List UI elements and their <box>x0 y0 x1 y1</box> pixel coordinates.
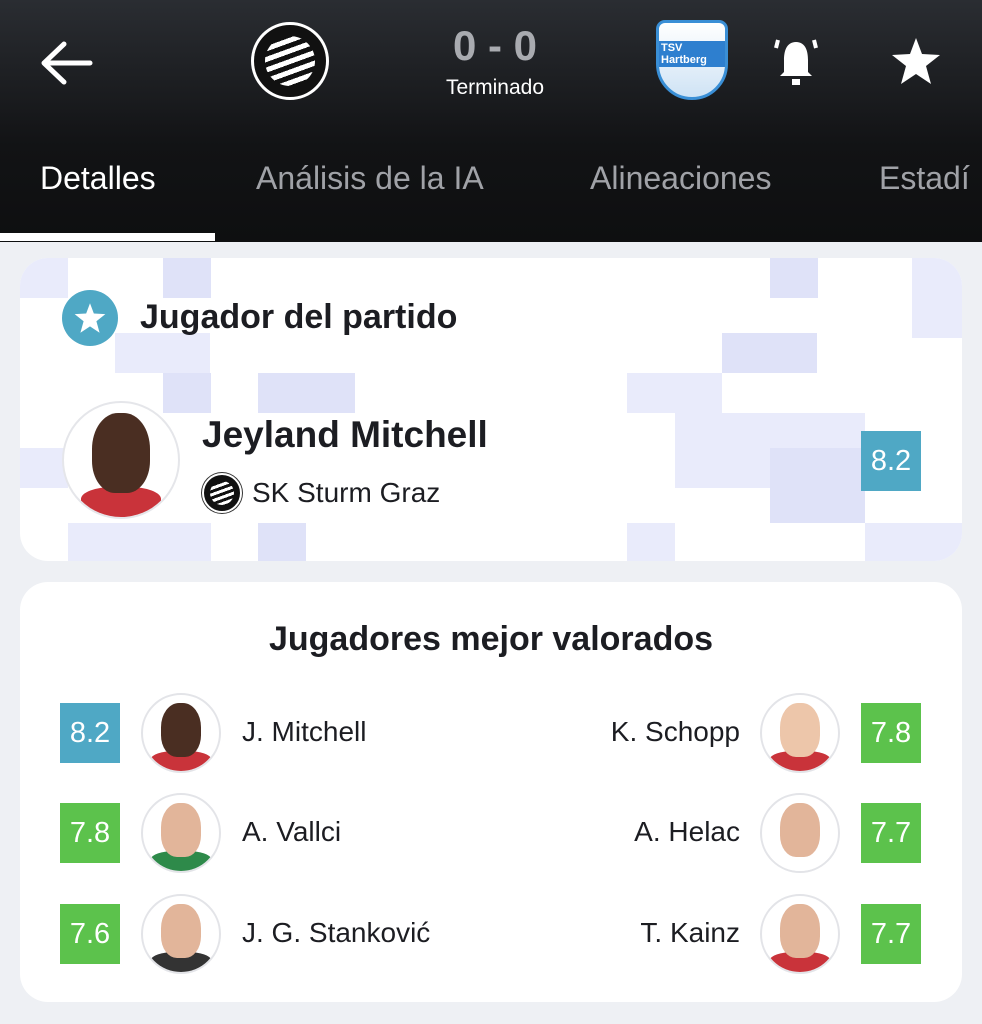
star-badge-icon <box>62 290 118 346</box>
player-avatar <box>62 401 180 519</box>
tab-alineaciones[interactable]: Alineaciones <box>590 160 772 196</box>
player-of-match-card[interactable]: Jugador del partido Jeyland Mitchell SK … <box>20 258 962 561</box>
bell-ringing-icon[interactable] <box>770 34 822 88</box>
player-avatar <box>141 793 221 873</box>
team-crest-icon <box>202 473 242 513</box>
rating-badge: 8.2 <box>861 431 921 491</box>
star-icon[interactable] <box>890 36 942 86</box>
player-name[interactable]: A. Vallci <box>242 816 342 847</box>
player-avatar <box>760 793 840 873</box>
top-rated-card: Jugadores mejor valorados 8.2 J. Mitchell… <box>20 582 962 1002</box>
rating-badge: 7.7 <box>861 803 921 863</box>
player-name[interactable]: K. Schopp <box>610 716 740 747</box>
score: 0 - 0 <box>452 22 538 69</box>
player-name[interactable]: Jeyland Mitchell <box>202 414 488 455</box>
player-name[interactable]: T. Kainz <box>640 917 740 948</box>
rating-badge: 7.8 <box>60 803 120 863</box>
tab-detalles[interactable]: Detalles <box>40 160 156 196</box>
away-team-crest[interactable]: TSV Hartberg <box>656 20 728 100</box>
active-tab-indicator <box>0 233 215 241</box>
player-avatar <box>141 894 221 974</box>
arrow-left-icon[interactable] <box>38 38 94 88</box>
section-title: Jugadores mejor valorados <box>268 620 714 658</box>
player-name[interactable]: A. Helac <box>634 816 740 847</box>
player-avatar <box>760 693 840 773</box>
match-header: 0 - 0 Terminado TSV Hartberg Detalles An… <box>0 0 982 242</box>
section-title: Jugador del partido <box>140 298 458 336</box>
tab-analisis-ia[interactable]: Análisis de la IA <box>256 160 484 196</box>
player-avatar <box>141 693 221 773</box>
player-name[interactable]: J. Mitchell <box>242 716 367 747</box>
rating-badge: 7.7 <box>861 904 921 964</box>
tab-estadisticas[interactable]: Estadí <box>879 160 970 196</box>
home-team-crest[interactable] <box>251 22 329 100</box>
rating-badge: 7.8 <box>861 703 921 763</box>
rating-badge: 8.2 <box>60 703 120 763</box>
player-team: SK Sturm Graz <box>202 473 440 513</box>
rating-badge: 7.6 <box>60 904 120 964</box>
player-avatar <box>760 894 840 974</box>
player-name[interactable]: J. G. Stanković <box>242 917 431 948</box>
match-status: Terminado <box>445 76 545 99</box>
